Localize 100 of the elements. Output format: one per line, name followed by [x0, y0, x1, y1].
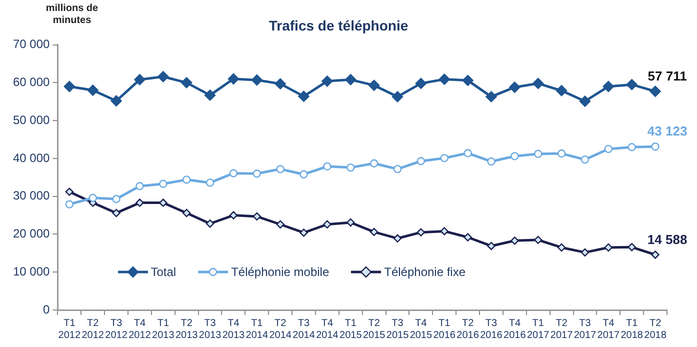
x-tick-label: T4 2015	[410, 318, 432, 341]
point	[510, 152, 519, 160]
x-tick-label: T3 2013	[198, 318, 222, 341]
x-tick-label: T1 2017	[526, 318, 550, 341]
point	[556, 85, 568, 96]
point	[88, 194, 97, 202]
point	[204, 90, 216, 101]
x-tick-label: T2 2014	[269, 318, 292, 341]
point	[393, 234, 402, 242]
point	[626, 78, 638, 90]
point	[464, 149, 472, 158]
point	[159, 180, 168, 188]
point	[229, 169, 238, 178]
point	[557, 149, 566, 158]
x-tick-label: T2 2013	[175, 318, 198, 341]
point	[462, 74, 474, 86]
point	[206, 178, 214, 187]
x-tick-label: T2 2015	[362, 318, 386, 341]
point	[298, 90, 310, 102]
legend-label: Téléphonie fixe	[384, 264, 466, 279]
point	[346, 163, 355, 172]
point	[323, 162, 332, 171]
point	[251, 74, 262, 86]
y-tick-label: 60 000	[13, 75, 50, 89]
point	[370, 228, 378, 236]
x-tick-label: T3 2014	[292, 318, 316, 341]
y-tick-label: 40 000	[13, 150, 50, 165]
point	[112, 194, 120, 204]
point	[228, 73, 240, 84]
point	[580, 155, 590, 164]
x-tick-label: T4 2017	[597, 318, 620, 341]
point	[182, 176, 191, 184]
point	[368, 80, 380, 91]
x-tick-label: T4 2013	[222, 318, 246, 341]
y-axis-title: millions de minutes	[44, 3, 100, 27]
y-tick-label: 70 000	[13, 37, 50, 52]
point	[159, 198, 168, 207]
point	[322, 76, 333, 87]
point	[557, 243, 566, 252]
point	[487, 157, 496, 166]
point	[300, 170, 308, 178]
y-tick-label: 20 000	[13, 226, 50, 241]
annotation: 43 123	[647, 124, 688, 139]
point	[464, 233, 472, 242]
x-tick-label: T4 2012	[128, 318, 152, 341]
legend-label: Total	[150, 264, 176, 279]
point	[110, 95, 122, 106]
annotation: 14 588	[647, 232, 688, 247]
x-tick-label: T2 2016	[456, 318, 480, 341]
point	[651, 142, 660, 151]
point	[509, 82, 520, 93]
point	[440, 227, 448, 236]
legend-label: Téléphonie mobile	[231, 264, 330, 279]
x-tick-label: T4 2016	[504, 318, 526, 341]
point	[346, 218, 355, 227]
point	[112, 208, 120, 218]
point	[580, 248, 590, 257]
point	[486, 91, 497, 102]
x-tick-label: T1 2015	[340, 318, 362, 341]
point	[510, 236, 519, 245]
point	[416, 228, 426, 236]
point	[323, 220, 332, 228]
point	[579, 96, 591, 107]
point	[252, 212, 261, 221]
y-tick-label: 0	[43, 302, 50, 316]
point	[180, 77, 192, 88]
point	[628, 243, 636, 252]
point	[370, 159, 378, 168]
point	[628, 142, 636, 152]
point	[182, 208, 191, 218]
point	[532, 78, 544, 90]
x-tick-label: T3 2012	[105, 318, 128, 341]
x-tick-label: T1 2012	[58, 318, 81, 341]
y-tick-label: 50 000	[13, 112, 50, 127]
y-tick-label: 30 000	[13, 188, 50, 203]
point	[64, 80, 76, 92]
x-tick-label: T3 2016	[480, 318, 503, 341]
x-tick-label: T1 2014	[246, 318, 268, 341]
point	[87, 84, 98, 96]
point	[650, 86, 661, 97]
point	[276, 164, 284, 174]
point	[415, 78, 427, 90]
point	[416, 157, 426, 166]
point	[392, 91, 404, 102]
point	[65, 200, 74, 208]
x-tick-label: T1 2016	[433, 318, 456, 341]
point	[229, 211, 238, 220]
point	[276, 220, 284, 228]
point	[438, 74, 450, 85]
x-tick-label: T3 2015	[386, 318, 410, 341]
x-tick-label: T1 2013	[152, 318, 175, 341]
point	[534, 236, 542, 244]
point	[158, 71, 169, 82]
point	[604, 243, 613, 252]
point	[136, 182, 144, 190]
y-tick-label: 10 000	[13, 264, 50, 278]
chart-title: Trafics de téléphonie	[268, 17, 408, 34]
point	[206, 220, 214, 228]
point	[274, 78, 286, 90]
point	[134, 74, 146, 86]
